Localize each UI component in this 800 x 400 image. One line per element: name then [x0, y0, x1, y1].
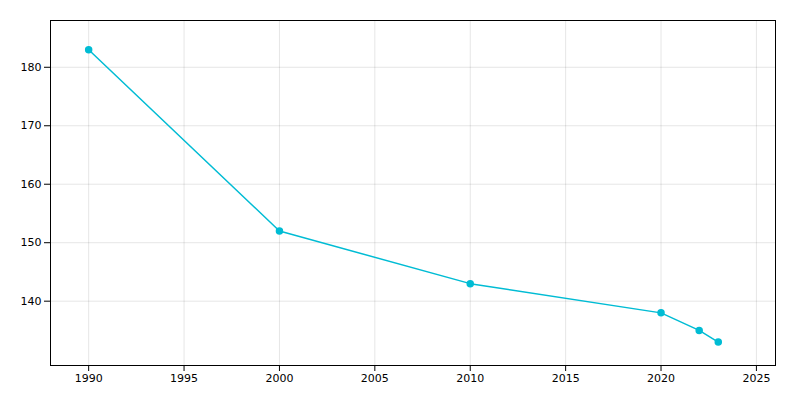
- svg-text:180: 180: [21, 61, 42, 74]
- svg-text:1990: 1990: [75, 372, 103, 385]
- svg-text:1995: 1995: [170, 372, 198, 385]
- svg-text:170: 170: [21, 119, 42, 132]
- svg-text:150: 150: [21, 236, 42, 249]
- svg-text:2025: 2025: [742, 372, 770, 385]
- svg-text:2010: 2010: [456, 372, 484, 385]
- svg-text:2015: 2015: [552, 372, 580, 385]
- svg-text:160: 160: [21, 178, 42, 191]
- svg-text:2000: 2000: [265, 372, 293, 385]
- svg-text:2020: 2020: [647, 372, 675, 385]
- svg-text:2005: 2005: [361, 372, 389, 385]
- svg-text:140: 140: [21, 295, 42, 308]
